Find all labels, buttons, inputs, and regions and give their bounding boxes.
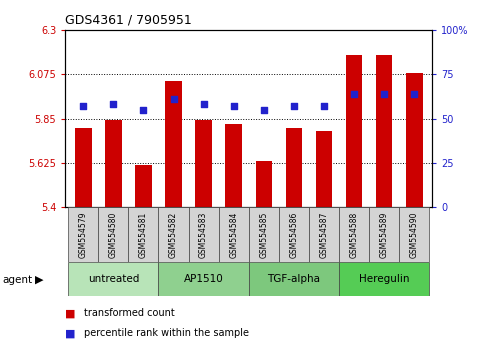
- Point: [230, 103, 238, 109]
- Bar: [285, 129, 302, 207]
- Bar: [68, 262, 158, 296]
- Point: [350, 91, 358, 97]
- Text: agent: agent: [2, 275, 32, 285]
- Text: GSM554587: GSM554587: [319, 211, 328, 258]
- Text: GSM554586: GSM554586: [289, 211, 298, 258]
- Bar: [99, 207, 128, 262]
- Bar: [75, 129, 92, 207]
- Bar: [406, 73, 423, 207]
- Text: GSM554584: GSM554584: [229, 211, 238, 258]
- Bar: [279, 207, 309, 262]
- Point: [110, 102, 117, 107]
- Bar: [309, 207, 339, 262]
- Point: [380, 91, 388, 97]
- Point: [260, 107, 268, 113]
- Text: GSM554580: GSM554580: [109, 211, 118, 258]
- Bar: [399, 207, 429, 262]
- Text: GSM554588: GSM554588: [350, 211, 358, 258]
- Point: [411, 91, 418, 97]
- Text: untreated: untreated: [87, 274, 139, 284]
- Bar: [226, 124, 242, 207]
- Bar: [188, 207, 219, 262]
- Text: GSM554581: GSM554581: [139, 211, 148, 258]
- Bar: [128, 207, 158, 262]
- Text: Heregulin: Heregulin: [359, 274, 410, 284]
- Text: percentile rank within the sample: percentile rank within the sample: [84, 329, 249, 338]
- Point: [320, 103, 328, 109]
- Text: TGF-alpha: TGF-alpha: [268, 274, 320, 284]
- Text: GSM554590: GSM554590: [410, 211, 419, 258]
- Bar: [105, 120, 122, 207]
- Text: GSM554583: GSM554583: [199, 211, 208, 258]
- Bar: [158, 207, 188, 262]
- Bar: [249, 262, 339, 296]
- Bar: [135, 165, 152, 207]
- Point: [79, 103, 87, 109]
- Text: transformed count: transformed count: [84, 308, 174, 318]
- Bar: [376, 55, 392, 207]
- Bar: [256, 161, 272, 207]
- Bar: [346, 55, 362, 207]
- Point: [170, 96, 177, 102]
- Text: ■: ■: [65, 308, 76, 318]
- Text: GSM554579: GSM554579: [79, 211, 88, 258]
- Text: ■: ■: [65, 329, 76, 338]
- Text: GSM554582: GSM554582: [169, 211, 178, 258]
- Text: GDS4361 / 7905951: GDS4361 / 7905951: [65, 13, 192, 26]
- Text: AP1510: AP1510: [184, 274, 224, 284]
- Text: GSM554589: GSM554589: [380, 211, 389, 258]
- Point: [290, 103, 298, 109]
- Point: [140, 107, 147, 113]
- Text: GSM554585: GSM554585: [259, 211, 268, 258]
- Bar: [339, 262, 429, 296]
- Bar: [249, 207, 279, 262]
- Bar: [369, 207, 399, 262]
- Bar: [219, 207, 249, 262]
- Bar: [339, 207, 369, 262]
- Text: ▶: ▶: [35, 275, 44, 285]
- Bar: [158, 262, 249, 296]
- Bar: [165, 81, 182, 207]
- Bar: [195, 120, 212, 207]
- Bar: [68, 207, 99, 262]
- Point: [200, 102, 208, 107]
- Bar: [316, 131, 332, 207]
